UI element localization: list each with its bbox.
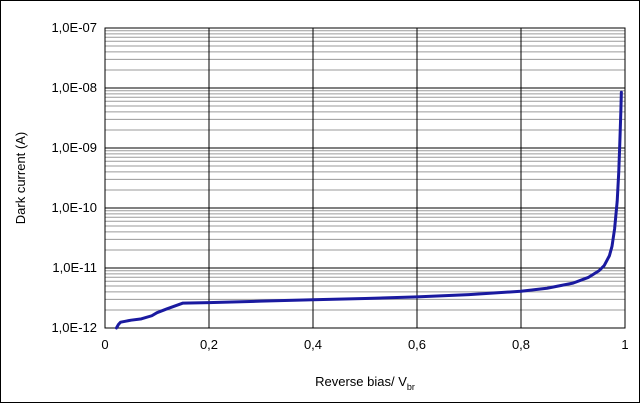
x-tick-label: 0,4 [304,337,322,352]
x-tick-label: 1 [621,337,628,352]
y-axis-label: Dark current (A) [13,132,28,224]
y-tick-label: 1,0E-08 [51,80,97,95]
y-tick-label: 1,0E-09 [51,140,97,155]
x-tick-label: 0 [101,337,108,352]
y-tick-label: 1,0E-12 [51,320,97,335]
x-tick-label: 0,8 [512,337,530,352]
x-tick-label: 0,6 [408,337,426,352]
tick-labels: 1,0E-12 1,0E-11 1,0E-10 1,0E-09 1,0E-08 1,0E-… [51,20,628,352]
y-tick-label: 1,0E-07 [51,20,97,35]
series-line-dark-current [114,90,623,330]
x-axis-label-subscript: br [407,382,415,392]
y-tick-label: 1,0E-10 [51,200,97,215]
x-axis-label-main: Reverse bias/ V [315,374,407,389]
plot-frame [104,27,626,329]
x-axis-label: Reverse bias/ Vbr [315,374,415,392]
y-tick-label: 1,0E-11 [52,260,97,275]
grid-layer [104,27,626,329]
x-tick-label: 0,2 [200,337,218,352]
